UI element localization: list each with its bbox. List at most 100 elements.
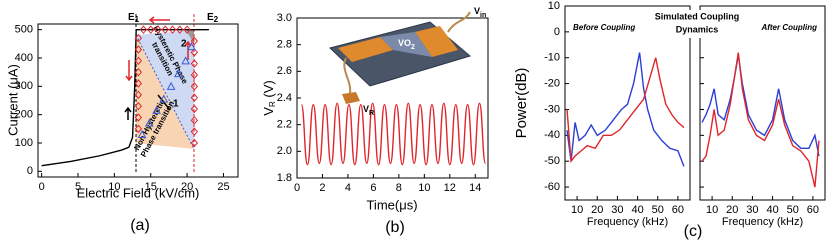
annotation-text: E bbox=[207, 12, 214, 23]
caption: (c) bbox=[684, 223, 703, 240]
x-tick-label: 25 bbox=[217, 181, 229, 193]
x-tick-label: 8 bbox=[396, 182, 402, 194]
x-tick-label: 50 bbox=[652, 204, 664, 216]
label-sub: R bbox=[369, 110, 374, 117]
x-axis-label: Electric Field (kV/cm) bbox=[77, 185, 200, 200]
x-tick-label: 20 bbox=[591, 204, 603, 216]
pad bbox=[415, 26, 458, 57]
y-tick-label: 2.2 bbox=[277, 119, 292, 131]
film bbox=[380, 32, 432, 57]
annotation-sub: 1 bbox=[135, 15, 140, 24]
diamond bbox=[190, 138, 199, 148]
series-line bbox=[701, 55, 820, 157]
x-tick-label: 10 bbox=[108, 181, 120, 193]
diamond bbox=[134, 124, 143, 134]
y-tick-label: 10 bbox=[548, 0, 560, 12]
y-axis-label: Current (μA) bbox=[5, 64, 20, 136]
plot-frame bbox=[564, 5, 691, 201]
annotation: E2 bbox=[207, 12, 219, 24]
x-tick-label: 10 bbox=[571, 204, 583, 216]
diamond bbox=[168, 25, 177, 34]
label-part: VO bbox=[398, 38, 411, 48]
arrow bbox=[125, 60, 133, 82]
y-tick-label: 200 bbox=[15, 109, 33, 121]
x-tick-label: 40 bbox=[766, 204, 778, 216]
x-tick-label: 12 bbox=[444, 182, 456, 194]
label-part: V bbox=[363, 104, 369, 114]
diamond bbox=[190, 82, 199, 91]
diamond bbox=[190, 116, 199, 125]
series-line bbox=[566, 57, 685, 164]
annotation: 2 bbox=[181, 39, 187, 50]
x-tick-label: 20 bbox=[726, 204, 738, 216]
caption: (a) bbox=[130, 217, 150, 234]
diamond bbox=[190, 36, 199, 46]
x-axis-label: Frequency (kHz) bbox=[587, 216, 668, 228]
diamond bbox=[134, 45, 143, 54]
diamond bbox=[134, 101, 143, 111]
y-axis-label: Power(dB) bbox=[513, 68, 530, 139]
annotation-sub: 2 bbox=[214, 15, 219, 24]
arrow bbox=[148, 16, 170, 24]
subplot-title: Before Coupling bbox=[573, 23, 635, 32]
y-tick-label: 2.6 bbox=[277, 65, 292, 77]
inset-label: VO2 bbox=[398, 38, 415, 50]
title-box bbox=[655, 10, 739, 38]
label-sub: in bbox=[480, 12, 486, 19]
diamond bbox=[154, 25, 162, 34]
x-tick-label: 4 bbox=[345, 182, 351, 194]
subplot-title: After Coupling bbox=[760, 23, 817, 32]
y-tick-label: 1.8 bbox=[277, 172, 292, 184]
triangle bbox=[174, 69, 183, 78]
triangle bbox=[166, 81, 176, 90]
x-tick-label: 15 bbox=[145, 181, 157, 193]
x-tick-label: 60 bbox=[807, 204, 819, 216]
x-tick-label: 0 bbox=[39, 181, 45, 193]
triangle bbox=[181, 56, 190, 65]
diamond bbox=[134, 113, 143, 122]
chart-title: Dynamics bbox=[676, 24, 719, 34]
series-line bbox=[300, 102, 487, 166]
diamond bbox=[134, 79, 143, 88]
diamond bbox=[147, 25, 155, 34]
label-part: (V) bbox=[261, 80, 276, 101]
triangle bbox=[159, 94, 169, 103]
label-part: V bbox=[261, 107, 276, 116]
diamond bbox=[190, 70, 199, 80]
y-tick-label: -20 bbox=[544, 78, 560, 90]
y-tick-label: 0 bbox=[554, 26, 560, 38]
x-tick-label: 20 bbox=[181, 181, 193, 193]
annotation: E1 bbox=[128, 12, 140, 24]
y-tick-label: 2.0 bbox=[277, 145, 292, 157]
diamond bbox=[183, 25, 191, 34]
pad bbox=[338, 37, 393, 62]
annotation-text: E bbox=[128, 12, 135, 23]
wire bbox=[447, 11, 471, 33]
y-tick-label: 2.8 bbox=[277, 39, 292, 51]
triangle bbox=[144, 118, 154, 127]
label-sub: 2 bbox=[411, 44, 415, 51]
y-tick-label: -10 bbox=[544, 52, 560, 64]
x-tick-label: 40 bbox=[631, 204, 643, 216]
inset-label: VR bbox=[363, 104, 374, 116]
x-tick-label: 0 bbox=[294, 182, 300, 194]
diamond bbox=[190, 48, 199, 57]
y-tick-label: -30 bbox=[544, 103, 560, 115]
y-tick-label: 400 bbox=[15, 52, 33, 64]
panel-a-decor bbox=[124, 14, 195, 172]
y-tick-label: -50 bbox=[544, 155, 560, 167]
y-tick-label: 100 bbox=[15, 137, 33, 149]
diamond bbox=[176, 25, 184, 34]
diamond bbox=[190, 59, 199, 68]
arrow bbox=[184, 40, 192, 60]
x-axis-label: Time(μs) bbox=[366, 197, 417, 212]
diamond bbox=[139, 25, 148, 34]
y-tick-label: -60 bbox=[544, 181, 560, 193]
y-axis-label: VR (V) bbox=[261, 80, 277, 115]
y-tick-label: 300 bbox=[15, 80, 33, 92]
x-axis-label: Frequency (kHz) bbox=[722, 216, 803, 228]
device-inset bbox=[329, 11, 472, 104]
x-tick-label: 60 bbox=[672, 204, 684, 216]
series-line bbox=[701, 52, 820, 188]
